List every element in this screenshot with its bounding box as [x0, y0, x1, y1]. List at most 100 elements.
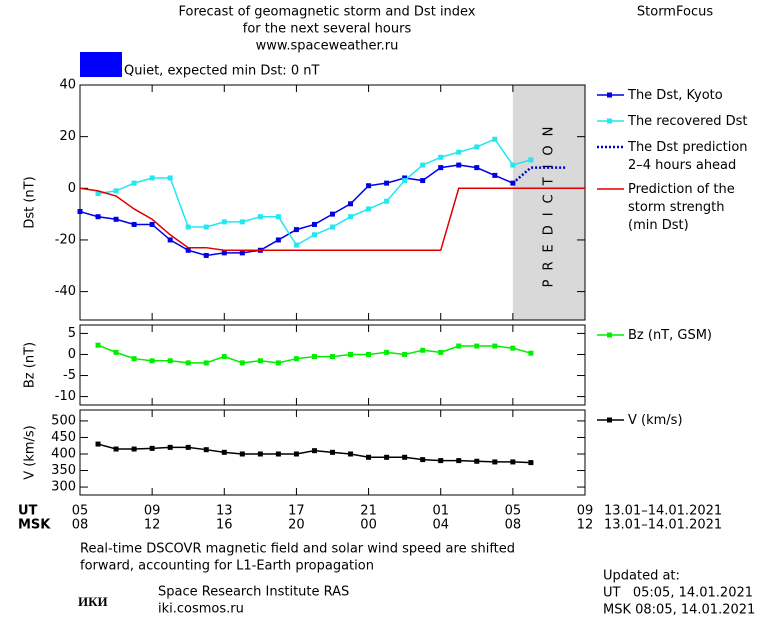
data-marker	[420, 457, 426, 463]
data-marker	[95, 190, 101, 196]
y-axis-label: Dst (nT)	[23, 176, 38, 228]
data-marker	[167, 237, 173, 243]
data-marker	[438, 458, 444, 464]
title-line: www.spaceweather.ru	[256, 39, 399, 54]
data-marker	[203, 252, 209, 258]
y-tick-label: 500	[51, 413, 76, 428]
data-marker	[113, 349, 119, 355]
data-marker	[131, 356, 137, 362]
x-tick-label: 08	[72, 518, 89, 533]
data-marker	[185, 247, 191, 253]
data-marker	[330, 449, 335, 455]
x-tick-label: 05	[72, 504, 89, 519]
status-label: Quiet, expected min Dst: 0 nT	[124, 64, 319, 79]
data-marker	[293, 451, 299, 457]
legend-label: Prediction of the storm strength (min Dst)	[628, 182, 735, 233]
data-marker	[203, 224, 209, 230]
data-marker	[311, 221, 317, 227]
data-marker	[293, 242, 299, 248]
legend-marker	[607, 332, 612, 338]
title-line: Forecast of geomagnetic storm and Dst in…	[178, 5, 475, 20]
plot-frame	[79, 324, 586, 406]
data-marker	[366, 351, 372, 357]
x-tick-label: 13	[216, 504, 233, 519]
data-marker	[348, 351, 354, 357]
x-tick-label: 20	[288, 518, 305, 533]
y-axis-label: Bz (nT)	[23, 342, 38, 388]
x-tick-label: 12	[577, 518, 594, 533]
data-marker	[311, 232, 317, 238]
plot-frame	[79, 409, 586, 496]
y-tick-label: -5	[63, 368, 76, 383]
data-marker	[221, 449, 227, 455]
y-tick-label: 450	[51, 430, 76, 445]
y-tick-label: 5	[68, 326, 76, 341]
data-marker	[149, 175, 155, 181]
data-marker	[167, 175, 173, 181]
data-marker	[366, 206, 372, 212]
data-marker	[510, 162, 516, 168]
data-marker	[330, 354, 335, 360]
axis-row-label: UT	[18, 504, 38, 519]
data-marker	[95, 214, 101, 220]
series-line	[97, 344, 532, 364]
data-marker	[348, 214, 354, 220]
data-marker	[239, 219, 245, 225]
data-marker	[131, 221, 137, 227]
data-marker	[402, 454, 408, 460]
data-marker	[185, 444, 191, 450]
y-tick-label: 0	[68, 347, 76, 362]
prediction-zone	[512, 85, 585, 320]
series-line	[79, 164, 514, 257]
data-marker	[474, 458, 480, 464]
updated-line: UT 05:05, 14.01.2021	[603, 586, 753, 601]
data-marker	[402, 178, 408, 184]
data-marker	[492, 343, 498, 349]
data-marker	[257, 214, 263, 220]
data-marker	[510, 345, 516, 351]
data-marker	[275, 214, 281, 220]
data-marker	[221, 219, 227, 225]
data-marker	[348, 201, 354, 207]
data-marker	[185, 360, 191, 366]
data-marker	[420, 347, 426, 353]
data-marker	[456, 162, 462, 168]
data-marker	[438, 165, 444, 171]
data-marker	[185, 224, 191, 230]
note-line: forward, accounting for L1-Earth propaga…	[80, 559, 374, 574]
y-tick-label: 40	[59, 78, 76, 93]
x-tick-label: 01	[432, 504, 449, 519]
data-marker	[330, 224, 335, 230]
y-tick-label: -20	[55, 232, 76, 247]
data-marker	[402, 351, 408, 357]
logo: ИКИ	[78, 594, 108, 609]
data-marker	[275, 451, 281, 457]
status-swatch	[80, 52, 122, 77]
data-marker	[492, 459, 498, 465]
data-marker	[474, 144, 480, 150]
data-marker	[528, 460, 534, 466]
date-range: 13.01–14.01.2021	[604, 504, 722, 519]
date-range: 13.01–14.01.2021	[604, 518, 722, 533]
y-tick-label: -40	[55, 284, 76, 299]
x-tick-label: 00	[360, 518, 377, 533]
data-marker	[420, 162, 426, 168]
data-marker	[257, 358, 263, 364]
x-tick-label: 12	[144, 518, 161, 533]
series-line	[79, 187, 585, 252]
y-tick-label: 0	[68, 181, 76, 196]
x-tick-label: 05	[505, 504, 522, 519]
data-marker	[492, 172, 498, 178]
data-marker	[438, 349, 444, 355]
data-marker	[492, 136, 498, 142]
data-marker	[293, 227, 299, 233]
data-marker	[221, 354, 227, 360]
data-marker	[528, 350, 534, 356]
data-marker	[113, 446, 119, 452]
x-tick-label: 21	[360, 504, 377, 519]
data-marker	[131, 180, 137, 186]
data-marker	[77, 209, 83, 215]
data-marker	[113, 216, 119, 222]
series-line	[97, 443, 531, 464]
y-axis-label: V (km/s)	[23, 425, 38, 480]
